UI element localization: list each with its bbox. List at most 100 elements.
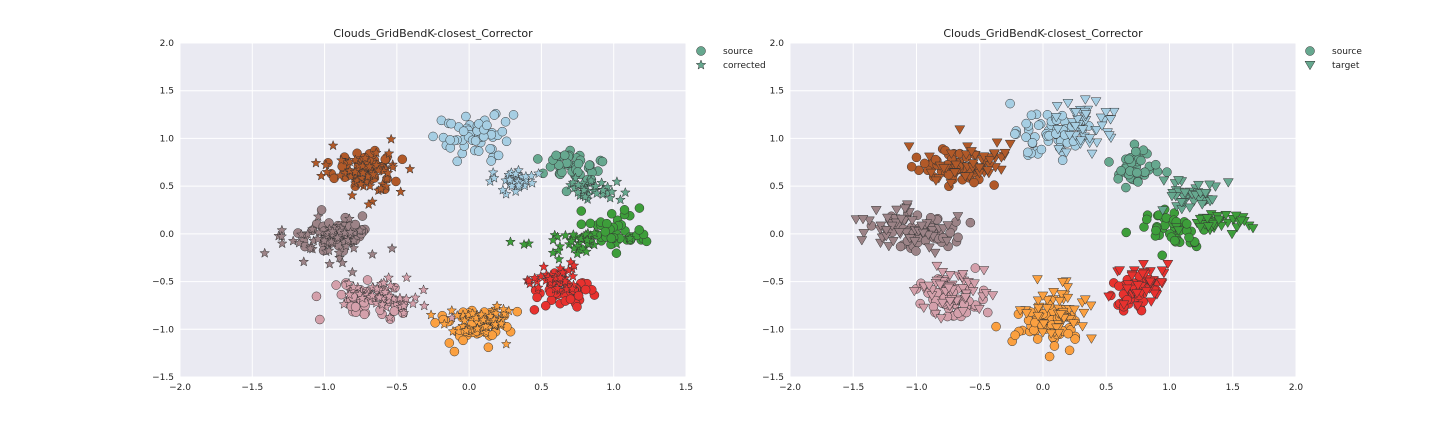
target-point (1095, 113, 1107, 123)
source-point (970, 263, 981, 273)
source-point (1010, 129, 1020, 139)
source-point (533, 154, 543, 164)
target-point (1184, 203, 1196, 213)
corrected-point (596, 177, 608, 188)
source-point (357, 211, 368, 221)
corrected-point (518, 238, 530, 250)
corrected-point (579, 191, 591, 202)
target-point (945, 179, 957, 189)
corrected-point (276, 230, 288, 242)
target-point (1045, 329, 1057, 339)
source-point (611, 248, 622, 258)
x-tick-label: 2.0 (1289, 383, 1304, 393)
source-point (1121, 227, 1131, 238)
target-point (1070, 108, 1082, 118)
target-point (943, 283, 955, 293)
target-point (999, 148, 1011, 159)
target-point (1131, 289, 1143, 299)
target-point (929, 248, 941, 259)
corrected-point (554, 262, 566, 273)
corrected-point (565, 235, 577, 246)
source-point (1121, 182, 1131, 193)
y-tick-label: 0.0 (770, 230, 785, 240)
corrected-point (459, 315, 471, 326)
target-point (1084, 134, 1096, 144)
corrected-point (398, 307, 410, 318)
source-point (1049, 341, 1060, 351)
target-point (1100, 108, 1112, 118)
target-point (1207, 195, 1218, 205)
target-point (960, 293, 972, 303)
target-point (1108, 107, 1120, 118)
corrected-point (488, 172, 500, 183)
corrected-point (500, 338, 512, 349)
corrected-point (560, 229, 571, 240)
y-tick-label: −0.5 (762, 278, 784, 288)
source-point (1070, 334, 1080, 344)
target-point (995, 165, 1007, 176)
corrected-point (382, 167, 394, 178)
corrected-point (581, 234, 593, 245)
target-point (1086, 334, 1097, 344)
target-point (1156, 266, 1168, 276)
corrected-point (567, 228, 579, 240)
source-point (1151, 159, 1161, 170)
y-tick-label: 1.5 (160, 87, 174, 97)
target-point (1220, 210, 1232, 221)
target-point (1091, 138, 1103, 148)
source-point (585, 218, 596, 229)
corrected-point (580, 246, 592, 257)
corrected-point (379, 286, 391, 297)
x-tick-label: 0.5 (1099, 383, 1113, 393)
source-point (532, 292, 542, 303)
target-point (1037, 291, 1049, 301)
corrected-point (554, 240, 566, 252)
source-point (485, 144, 495, 154)
source-point (1021, 118, 1031, 129)
corrected-point (513, 179, 525, 191)
target-point (945, 149, 957, 159)
source-point (1036, 144, 1047, 155)
corrected-point (544, 273, 556, 284)
corrected-point (538, 261, 550, 272)
target-point (1048, 288, 1060, 298)
target-point (935, 314, 947, 324)
legend-circle-icon (696, 46, 706, 56)
corrected-point (387, 161, 399, 172)
x-tick-label: −1.0 (314, 383, 336, 393)
target-point (942, 221, 954, 231)
y-tick-label: 2.0 (770, 39, 785, 49)
target-point (916, 221, 928, 231)
corrected-point (340, 240, 352, 251)
target-point (1037, 328, 1049, 338)
corrected-point (472, 323, 483, 334)
target-point (1193, 180, 1204, 191)
corrected-point (364, 180, 376, 191)
source-point (540, 300, 551, 311)
source-point (1027, 138, 1038, 148)
source-point (391, 176, 401, 187)
source-point (565, 294, 576, 304)
corrected-point (363, 160, 375, 172)
target-point (1162, 259, 1174, 270)
legend-circle-icon (1305, 46, 1315, 56)
source-point (584, 160, 595, 170)
corrected-point (497, 184, 509, 195)
source-point (602, 218, 612, 229)
corrected-point (327, 139, 339, 151)
corrected-point (349, 166, 361, 177)
source-point (380, 154, 391, 165)
legend: source target (1304, 46, 1362, 71)
corrected-point (313, 226, 325, 238)
corrected-point (349, 154, 361, 165)
target-point (974, 163, 985, 173)
target-point (1060, 148, 1072, 158)
source-point (634, 203, 645, 213)
source-point (573, 290, 584, 301)
target-point (989, 149, 1000, 159)
target-point (1072, 115, 1084, 125)
target-point (1062, 293, 1074, 304)
target-point (903, 142, 915, 152)
target-point (1114, 266, 1126, 276)
target-point (880, 226, 892, 236)
